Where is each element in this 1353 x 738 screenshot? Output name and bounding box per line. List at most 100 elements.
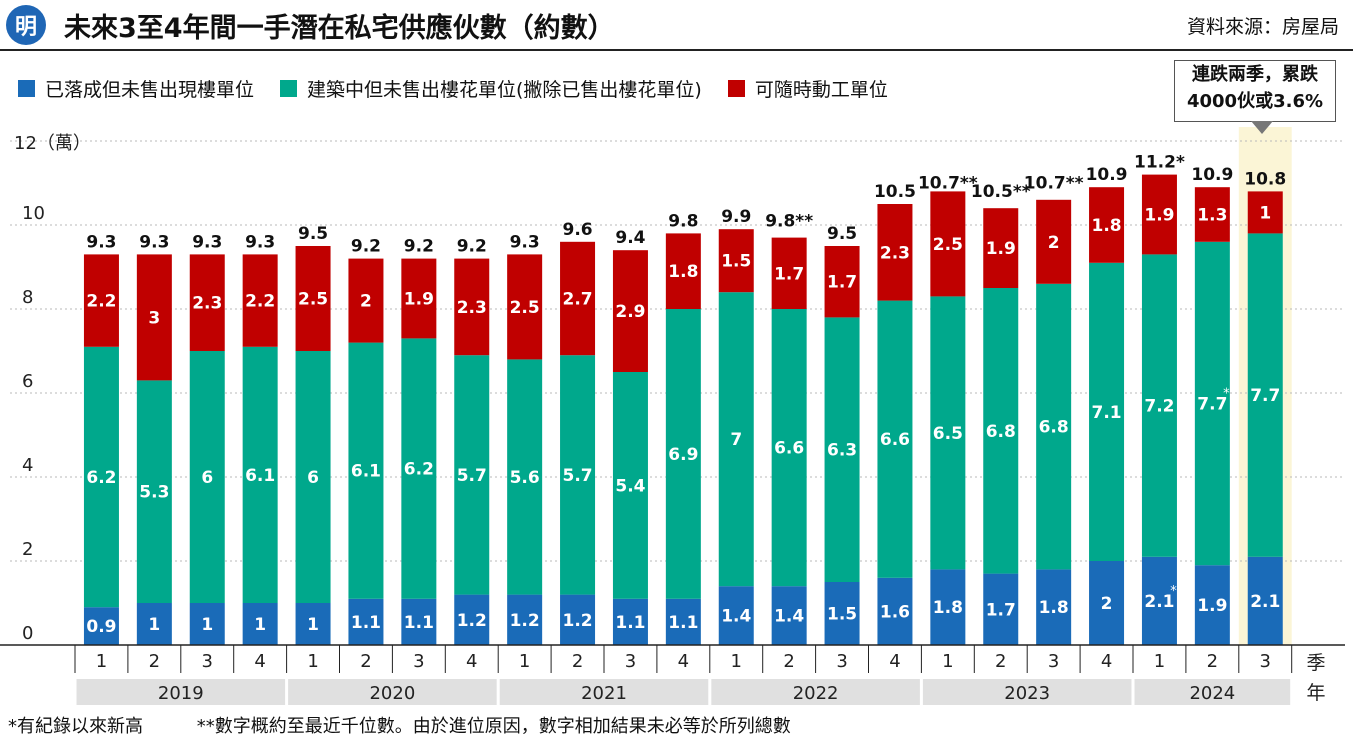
bar-segment: [718, 586, 754, 645]
y-axis-unit-label: 12（萬）: [14, 133, 91, 154]
callout-pointer-icon: [1251, 121, 1273, 134]
bar-segment: [1089, 262, 1125, 561]
segment-value-label: 2.2: [86, 292, 116, 312]
segment-value-label: 5.7: [562, 466, 592, 486]
quarter-tick-label: 3: [1048, 651, 1059, 672]
segment-value-label: 6.1: [351, 462, 381, 482]
segment-value-label: 5.4: [615, 476, 645, 496]
bar-segment: [454, 355, 490, 595]
quarter-tick-label: 1: [519, 651, 530, 672]
bar-segment: [771, 586, 807, 645]
total-value-label: 9.5: [827, 224, 857, 244]
quarter-tick-label: 1: [731, 651, 742, 672]
total-value-label: 10.9: [1086, 165, 1128, 185]
bar-segment: [665, 233, 701, 309]
bar-segment: [771, 237, 807, 309]
quarter-tick-label: 2: [995, 651, 1006, 672]
segment-value-label: 2.2: [245, 292, 275, 312]
segment-value-label: 1.9: [986, 239, 1016, 259]
segment-value-label: 1.3: [1197, 206, 1227, 226]
quarter-tick-label: 3: [625, 651, 636, 672]
segment-value-label: 2.7: [562, 290, 592, 310]
legend-item-ready-to-start: 可隨時動工單位: [727, 75, 888, 102]
bar-segment: [665, 598, 701, 645]
legend-label-completed: 已落成但未售出現樓單位: [45, 78, 255, 101]
quarter-tick-label: 3: [836, 651, 847, 672]
total-value-label: 9.2: [404, 237, 434, 257]
segment-value-label: 1.8: [1039, 598, 1069, 618]
bar-segment: [83, 254, 119, 347]
bar-segment: [930, 191, 966, 297]
record-high-marker: *: [1223, 387, 1230, 402]
bar-segment: [136, 603, 172, 645]
quarter-tick-label: 2: [572, 651, 583, 672]
bar-segment: [1036, 569, 1072, 645]
total-value-label: 9.3: [510, 232, 540, 252]
quarter-tick-label: 1: [307, 651, 318, 672]
x-axis-year-title: 年: [1306, 682, 1325, 704]
quarter-tick-label: 4: [466, 651, 477, 672]
bar-segment: [1089, 561, 1125, 645]
quarter-tick-label: 3: [413, 651, 424, 672]
bar-segment: [877, 577, 913, 645]
bar-segment: [824, 317, 860, 582]
total-value-label: 9.8: [668, 211, 698, 231]
bar-segment: [242, 346, 278, 603]
bar-segment: [1247, 191, 1283, 234]
bar-segment: [295, 246, 331, 351]
footnote-rounding: **數字概約至最近千位數。由於進位原因，數字相加結果未必等於所列總數: [196, 716, 791, 737]
bar-segment: [1194, 187, 1230, 242]
bar-segment: [1036, 283, 1072, 570]
bar-segment: [189, 254, 225, 351]
footnotes: *有紀錄以來新高 **數字概約至最近千位數。由於進位原因，數字相加結果未必等於所…: [8, 712, 839, 738]
bar-segment: [983, 573, 1019, 645]
bar-segment: [83, 346, 119, 608]
segment-value-label: 6.9: [668, 445, 698, 465]
total-value-label: 11.2*: [1134, 153, 1185, 173]
bar-segment: [507, 594, 543, 645]
bar-segment: [136, 254, 172, 381]
year-band: [499, 679, 709, 705]
y-tick-label: 2: [22, 539, 33, 560]
quarter-tick-label: 2: [149, 651, 160, 672]
year-label: 2019: [158, 683, 204, 704]
segment-value-label: 6.2: [86, 468, 116, 488]
quarter-tick-label: 2: [360, 651, 371, 672]
total-value-label: 9.4: [615, 228, 645, 248]
bar-segment: [401, 598, 437, 645]
year-label: 2022: [793, 683, 839, 704]
y-tick-label: 0: [22, 623, 33, 644]
year-band: [288, 679, 497, 705]
quarter-tick-label: 4: [889, 651, 900, 672]
chart-title: 未來3至4年間一手潛在私宅供應伙數（約數）: [64, 13, 615, 44]
quarter-tick-label: 4: [1101, 651, 1112, 672]
total-value-label: 9.3: [192, 232, 222, 252]
bar-segment: [824, 246, 860, 318]
total-value-label: 10.9: [1191, 165, 1233, 185]
total-value-label: 9.8**: [765, 211, 813, 231]
bar-segment: [877, 204, 913, 301]
total-value-label: 9.6: [562, 220, 592, 240]
y-tick-label: 10: [22, 203, 45, 224]
year-label: 2021: [581, 683, 627, 704]
total-value-label: 9.3: [245, 232, 275, 252]
bar-segment: [454, 258, 490, 356]
total-value-label: 10.7**: [918, 174, 978, 194]
stacked-bar-chart: 0 2 4 6 8 10 12（萬） 0.9 6.2 2.2 9.3 1 5.3 3 9.3 1 6 2.3 9.3…: [0, 127, 1345, 705]
total-value-label: 9.2: [457, 237, 487, 257]
segment-value-label: 5.7: [457, 466, 487, 486]
total-value-label: 10.7**: [1024, 174, 1084, 194]
legend-swatch-ready-to-start: [727, 79, 745, 97]
segment-value-label: 7.7: [1250, 386, 1280, 406]
segment-value-label: 7: [730, 430, 742, 450]
source-note: 資料來源：房屋局: [1186, 16, 1339, 38]
segment-value-label: 2.1: [1144, 592, 1174, 612]
legend: 已落成但未售出現樓單位 建築中但未售出樓花單位(撇除已售出樓花單位) 可隨時動工…: [18, 75, 914, 101]
bar-segment: [771, 309, 807, 587]
segment-value-label: 6: [201, 468, 213, 488]
bar-segment: [665, 309, 701, 599]
quarter-tick-label: 1: [96, 651, 107, 672]
segment-value-label: 7.1: [1091, 403, 1121, 423]
segment-value-label: 6.2: [404, 460, 434, 480]
year-label: 2020: [369, 683, 415, 704]
